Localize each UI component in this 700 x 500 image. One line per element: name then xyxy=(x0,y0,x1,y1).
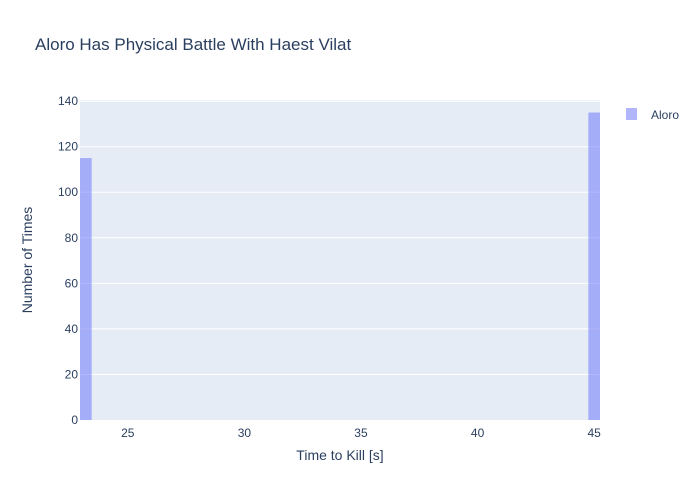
y-tick-label: 0 xyxy=(71,413,78,427)
y-axis-ticks: 0 20 40 60 80 100 120 140 xyxy=(58,94,78,427)
y-tick-label: 20 xyxy=(65,367,79,381)
x-tick-label: 25 xyxy=(121,426,135,440)
x-axis-ticks: 25 30 35 40 45 xyxy=(121,426,601,440)
histogram-bar[interactable] xyxy=(588,112,600,421)
y-tick-label: 140 xyxy=(58,94,78,108)
x-tick-label: 45 xyxy=(587,426,601,440)
histogram-bar[interactable] xyxy=(80,158,92,420)
x-axis-title: Time to Kill [s] xyxy=(296,447,383,463)
y-axis-title: Number of Times xyxy=(19,207,35,314)
x-tick-label: 35 xyxy=(354,426,368,440)
gridlines xyxy=(80,100,600,375)
bars xyxy=(80,112,600,421)
legend-swatch[interactable] xyxy=(626,108,637,120)
y-tick-label: 40 xyxy=(65,322,79,336)
chart-title: Aloro Has Physical Battle With Haest Vil… xyxy=(35,35,351,54)
legend-label-aloro[interactable]: Aloro xyxy=(651,108,679,122)
legend[interactable]: Aloro xyxy=(626,108,679,122)
plot-area xyxy=(80,100,600,420)
y-tick-label: 60 xyxy=(65,276,79,290)
y-tick-label: 80 xyxy=(65,231,79,245)
y-tick-label: 120 xyxy=(58,140,78,154)
x-tick-label: 30 xyxy=(238,426,252,440)
y-tick-label: 100 xyxy=(58,185,78,199)
x-tick-label: 40 xyxy=(471,426,485,440)
